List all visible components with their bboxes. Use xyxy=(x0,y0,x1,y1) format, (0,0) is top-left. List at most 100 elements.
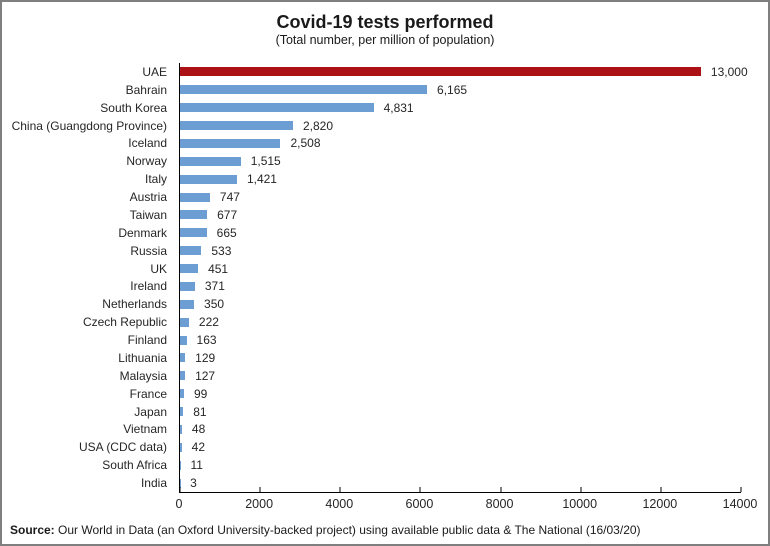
bar xyxy=(180,174,237,184)
value-label: 11 xyxy=(190,458,203,473)
bar-row: 677 xyxy=(180,206,741,224)
bar xyxy=(180,424,182,434)
bar-row: 2,508 xyxy=(180,135,741,153)
x-tick-label: 4000 xyxy=(325,497,354,511)
category-label: France xyxy=(129,386,167,401)
category-label: Italy xyxy=(144,172,167,187)
value-label: 747 xyxy=(219,190,240,205)
value-label: 533 xyxy=(211,243,232,258)
category-label: Finland xyxy=(127,333,167,348)
bar xyxy=(180,407,184,417)
bar xyxy=(180,156,241,166)
category-label: UAE xyxy=(142,64,167,79)
bar xyxy=(180,85,428,95)
value-label: 371 xyxy=(204,279,225,294)
category-label: Russia xyxy=(130,243,167,258)
category-label: Czech Republic xyxy=(82,315,167,330)
x-tick-label: 14000 xyxy=(722,497,758,511)
x-tick xyxy=(179,487,181,492)
x-tick xyxy=(339,487,341,492)
x-tick-label: 0 xyxy=(175,497,183,511)
bar-row: 3 xyxy=(180,474,741,492)
bar xyxy=(180,67,701,77)
value-label: 129 xyxy=(195,350,216,365)
category-label: Lithuania xyxy=(118,350,167,365)
bar-row: 4,831 xyxy=(180,99,741,117)
bar-row: 1,421 xyxy=(180,170,741,188)
x-tick-label: 10000 xyxy=(562,497,598,511)
category-label: UK xyxy=(150,261,167,276)
bar-row: 451 xyxy=(180,260,741,278)
bar-row: 42 xyxy=(180,438,741,456)
bar-row: 350 xyxy=(180,295,741,313)
bar-row: 665 xyxy=(180,224,741,242)
bar-row: 81 xyxy=(180,403,741,421)
x-tick-label: 2000 xyxy=(245,497,274,511)
value-label: 350 xyxy=(204,297,225,312)
category-label: South Korea xyxy=(100,100,167,115)
bar-row: 48 xyxy=(180,421,741,439)
category-label: South Africa xyxy=(102,458,167,473)
bar xyxy=(180,389,184,399)
value-label: 4,831 xyxy=(383,100,414,115)
x-tick xyxy=(500,487,502,492)
bar xyxy=(180,138,281,148)
value-label: 677 xyxy=(217,207,238,222)
category-label: Bahrain xyxy=(125,82,167,97)
bar xyxy=(180,353,186,363)
value-label: 3 xyxy=(190,476,197,491)
category-labels: UAE Bahrain South Korea China (Guangdong Pr… xyxy=(2,63,173,492)
category-label: Denmark xyxy=(118,225,167,240)
value-label: 451 xyxy=(208,261,229,276)
category-label: Austria xyxy=(129,190,167,205)
bar xyxy=(180,246,202,256)
x-tick xyxy=(259,487,261,492)
value-label: 1,515 xyxy=(250,154,281,169)
value-label: 42 xyxy=(191,440,206,455)
bar xyxy=(180,299,195,309)
bar-row: 13,000 xyxy=(180,63,748,81)
plot-area: 13,000 6,165 4,831 2,820 2,508 1,515 1,421 747 6… xyxy=(179,63,748,493)
value-label: 163 xyxy=(196,333,217,348)
chart-title: Covid-19 tests performed xyxy=(276,12,494,32)
bar-row: 6,165 xyxy=(180,81,741,99)
category-label: USA (CDC data) xyxy=(78,440,167,455)
x-tick xyxy=(580,487,582,492)
value-label: 2,820 xyxy=(303,118,334,133)
value-label: 127 xyxy=(195,368,216,383)
bar-row: 533 xyxy=(180,242,741,260)
bar xyxy=(180,442,182,452)
value-label: 13,000 xyxy=(710,64,748,79)
source-text: Our World in Data (an Oxford University-… xyxy=(54,523,641,537)
x-tick-label: 12000 xyxy=(642,497,678,511)
bar xyxy=(180,228,207,238)
bar-row: 222 xyxy=(180,313,741,331)
bar xyxy=(180,317,189,327)
source-note: Source: Our World in Data (an Oxford Uni… xyxy=(10,523,641,537)
value-label: 665 xyxy=(216,225,237,240)
x-tick xyxy=(660,487,662,492)
x-axis-ticks xyxy=(179,487,742,492)
x-axis-labels: 0 2000 4000 6000 8000 10000 12000 14000 xyxy=(175,497,758,513)
category-label: Netherlands xyxy=(102,297,167,312)
source-label: Source: xyxy=(10,523,55,537)
x-tick-label: 8000 xyxy=(485,497,514,511)
category-label: Norway xyxy=(126,154,167,169)
category-label: Vietnam xyxy=(123,422,167,437)
chart-subtitle: (Total number, per million of population… xyxy=(275,33,495,47)
category-label: India xyxy=(140,476,167,491)
value-label: 1,421 xyxy=(246,172,277,187)
bar xyxy=(180,210,208,220)
category-label: Iceland xyxy=(128,136,167,151)
bar-row: 747 xyxy=(180,188,741,206)
x-tick xyxy=(740,487,742,492)
bar-row: 163 xyxy=(180,331,741,349)
bar-row: 99 xyxy=(180,385,741,403)
bar xyxy=(180,192,210,202)
bar-row: 127 xyxy=(180,367,741,385)
bar xyxy=(180,264,199,274)
bar-row: 1,515 xyxy=(180,152,741,170)
bar xyxy=(180,281,195,291)
bar xyxy=(180,335,187,345)
